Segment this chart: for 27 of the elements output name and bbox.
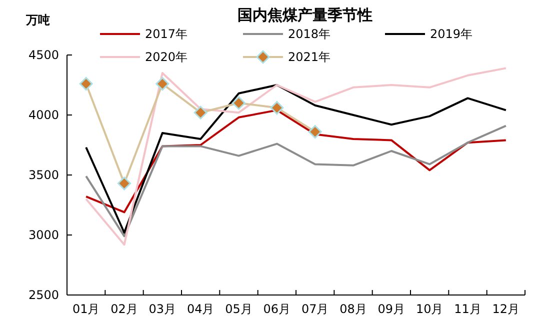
legend-label: 2017年 [145, 27, 188, 42]
line-series [85, 124, 507, 238]
x-tick-label: 01月 [72, 302, 100, 316]
x-tick-label: 08月 [340, 302, 367, 316]
line-series [85, 84, 507, 234]
x-tick-label: 11月 [454, 302, 482, 316]
x-tick-label: 10月 [416, 302, 444, 316]
x-tick-label: 02月 [110, 302, 138, 316]
y-tick-label: 4000 [28, 108, 59, 122]
x-tick-label: 12月 [492, 302, 520, 316]
x-tick-label: 09月 [378, 302, 406, 316]
legend-label: 2020年 [145, 50, 188, 64]
line-series [85, 67, 507, 246]
legend-label: 2019年 [430, 27, 473, 42]
x-tick-label: 04月 [186, 302, 214, 316]
legend-label: 2018年 [288, 27, 331, 42]
x-tick-label: 03月 [148, 302, 176, 316]
y-axis-title: 万吨 [25, 13, 50, 27]
x-tick-label: 07月 [301, 302, 329, 316]
y-tick-label: 3500 [28, 168, 59, 182]
y-tick-label: 2500 [28, 288, 59, 302]
x-tick-label: 06月 [263, 302, 291, 316]
chart-title: 国内焦煤产量季节性 [238, 6, 372, 24]
legend-label: 2021年 [288, 50, 331, 64]
y-tick-label: 4500 [28, 48, 59, 62]
y-tick-label: 3000 [28, 228, 59, 242]
x-tick-label: 05月 [225, 302, 252, 316]
